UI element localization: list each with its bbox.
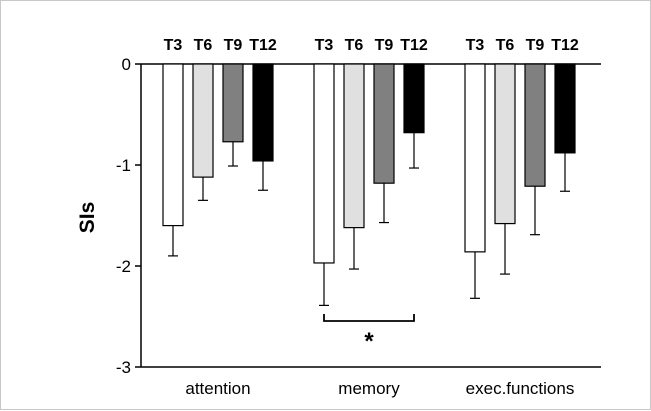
- bar-t9-memory: [373, 63, 395, 184]
- series-label-t6: T6: [496, 37, 515, 54]
- bar-t6-execfunctions: [494, 63, 516, 225]
- series-label-t12: T12: [249, 37, 277, 54]
- significance-bracket: [323, 314, 415, 322]
- y-tick-label: -3: [116, 358, 131, 377]
- series-label-t6: T6: [345, 37, 364, 54]
- bar-t9-execfunctions: [524, 63, 546, 187]
- series-label-t3: T3: [164, 37, 183, 54]
- category-label: attention: [185, 379, 250, 398]
- bar-t3-execfunctions: [464, 63, 486, 253]
- category-label: exec.functions: [466, 379, 575, 398]
- series-label-t9: T9: [375, 37, 394, 54]
- series-label-t6: T6: [194, 37, 213, 54]
- significance-marker: *: [364, 328, 374, 355]
- bar-t6-memory: [343, 63, 365, 229]
- bar-t3-memory: [313, 63, 335, 264]
- series-label-t3: T3: [315, 37, 334, 54]
- category-label: memory: [338, 379, 400, 398]
- series-label-t12: T12: [551, 37, 579, 54]
- y-tick-label: 0: [122, 55, 131, 74]
- series-label-t3: T3: [466, 37, 485, 54]
- y-axis-label: SIs: [76, 202, 99, 234]
- bar-t12-attention: [252, 63, 274, 162]
- y-tick-label: -2: [116, 257, 131, 276]
- bar-t6-attention: [192, 63, 214, 178]
- bar-t3-attention: [162, 63, 184, 227]
- series-label-t9: T9: [526, 37, 545, 54]
- bar-t9-attention: [222, 63, 244, 143]
- bar-t12-memory: [403, 63, 425, 134]
- series-label-t9: T9: [224, 37, 243, 54]
- bar-t12-execfunctions: [554, 63, 576, 154]
- y-tick-label: -1: [116, 156, 131, 175]
- series-label-t12: T12: [400, 37, 428, 54]
